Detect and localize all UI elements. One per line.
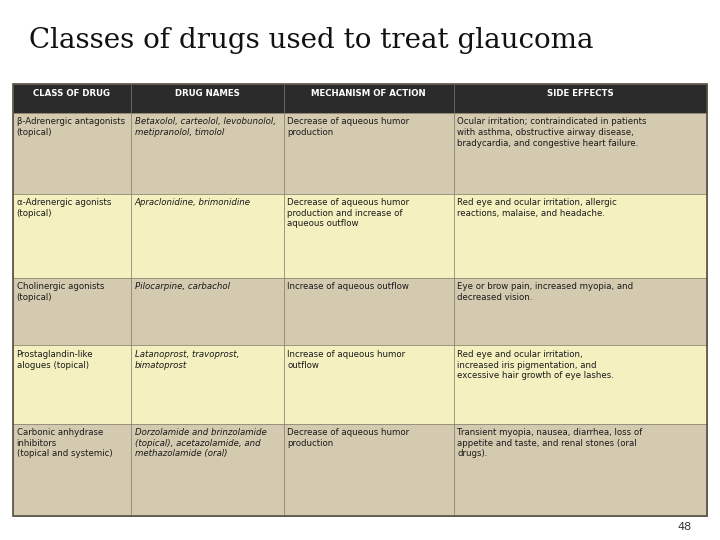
Bar bbox=[131, 194, 284, 278]
Bar bbox=[131, 346, 284, 424]
Text: Prostaglandin-like
alogues (topical): Prostaglandin-like alogues (topical) bbox=[17, 350, 93, 369]
Text: 48: 48 bbox=[677, 522, 691, 532]
Bar bbox=[454, 346, 707, 424]
Bar bbox=[454, 424, 707, 516]
Bar bbox=[131, 113, 284, 194]
Text: Increase of aqueous outflow: Increase of aqueous outflow bbox=[287, 282, 409, 291]
Text: α-Adrenergic agonists
(topical): α-Adrenergic agonists (topical) bbox=[17, 198, 111, 218]
Text: Pilocarpine, carbachol: Pilocarpine, carbachol bbox=[135, 282, 230, 291]
Text: Cholinergic agonists
(topical): Cholinergic agonists (topical) bbox=[17, 282, 104, 302]
Text: MECHANISM OF ACTION: MECHANISM OF ACTION bbox=[311, 89, 426, 98]
Text: Red eye and ocular irritation,
increased iris pigmentation, and
excessive hair g: Red eye and ocular irritation, increased… bbox=[457, 350, 614, 380]
Text: Transient myopia, nausea, diarrhea, loss of
appetite and taste, and renal stones: Transient myopia, nausea, diarrhea, loss… bbox=[457, 428, 642, 458]
Bar bbox=[13, 84, 131, 113]
Bar bbox=[454, 113, 707, 194]
Bar bbox=[131, 84, 284, 113]
Bar bbox=[131, 424, 284, 516]
Bar bbox=[13, 194, 131, 278]
Bar bbox=[13, 346, 131, 424]
Text: Decrease of aqueous humor
production: Decrease of aqueous humor production bbox=[287, 117, 410, 137]
Bar bbox=[454, 278, 707, 346]
Bar bbox=[284, 84, 454, 113]
Bar bbox=[284, 194, 454, 278]
Text: Carbonic anhydrase
inhibitors
(topical and systemic): Carbonic anhydrase inhibitors (topical a… bbox=[17, 428, 112, 458]
Text: Ocular irritation; contraindicated in patients
with asthma, obstructive airway d: Ocular irritation; contraindicated in pa… bbox=[457, 117, 647, 148]
Bar bbox=[13, 84, 707, 516]
Text: Decrease of aqueous humor
production and increase of
aqueous outflow: Decrease of aqueous humor production and… bbox=[287, 198, 410, 228]
Text: DRUG NAMES: DRUG NAMES bbox=[175, 89, 240, 98]
Bar bbox=[454, 84, 707, 113]
Text: Decrease of aqueous humor
production: Decrease of aqueous humor production bbox=[287, 428, 410, 448]
Text: CLASS OF DRUG: CLASS OF DRUG bbox=[33, 89, 110, 98]
Text: SIDE EFFECTS: SIDE EFFECTS bbox=[547, 89, 613, 98]
Bar bbox=[131, 278, 284, 346]
Bar bbox=[454, 194, 707, 278]
Text: Dorzolamide and brinzolamide
(topical), acetazolamide, and
methazolamide (oral): Dorzolamide and brinzolamide (topical), … bbox=[135, 428, 266, 458]
Text: Betaxolol, carteolol, levobunolol,
metipranolol, timolol: Betaxolol, carteolol, levobunolol, metip… bbox=[135, 117, 276, 137]
Text: Classes of drugs used to treat glaucoma: Classes of drugs used to treat glaucoma bbox=[29, 27, 593, 54]
Text: Red eye and ocular irritation, allergic
reactions, malaise, and headache.: Red eye and ocular irritation, allergic … bbox=[457, 198, 617, 218]
Bar bbox=[284, 113, 454, 194]
Text: Latanoprost, travoprost,
bimatoprost: Latanoprost, travoprost, bimatoprost bbox=[135, 350, 239, 369]
Bar bbox=[284, 346, 454, 424]
Bar bbox=[13, 278, 131, 346]
Bar bbox=[13, 424, 131, 516]
Text: Increase of aqueous humor
outflow: Increase of aqueous humor outflow bbox=[287, 350, 405, 369]
Bar bbox=[284, 278, 454, 346]
Text: Eye or brow pain, increased myopia, and
decreased vision.: Eye or brow pain, increased myopia, and … bbox=[457, 282, 634, 302]
Text: Apraclonidine, brimonidine: Apraclonidine, brimonidine bbox=[135, 198, 251, 207]
Text: β-Adrenergic antagonists
(topical): β-Adrenergic antagonists (topical) bbox=[17, 117, 125, 137]
Bar bbox=[284, 424, 454, 516]
Bar bbox=[13, 113, 131, 194]
